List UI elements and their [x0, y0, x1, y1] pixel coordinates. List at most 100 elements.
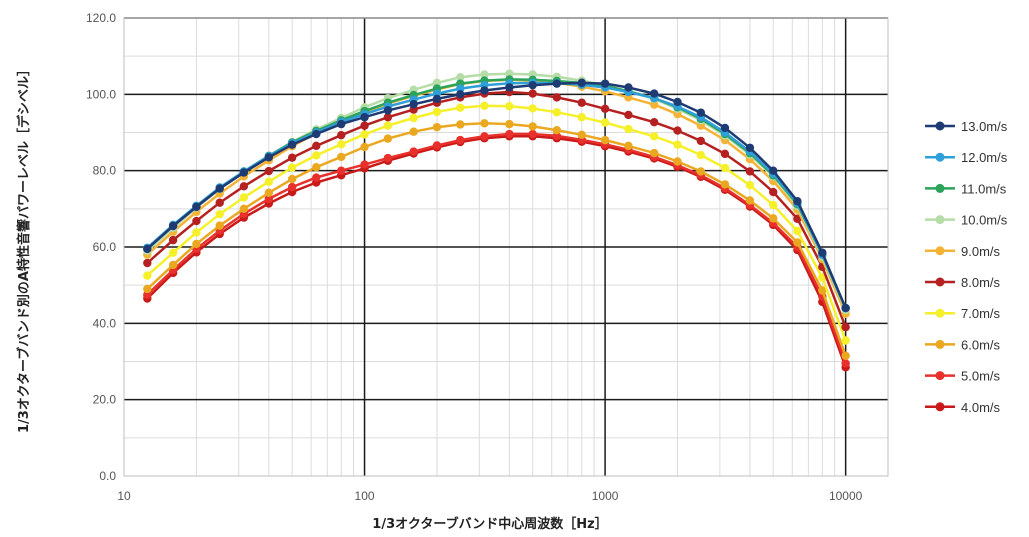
data-point: [143, 271, 152, 280]
data-point: [745, 143, 755, 152]
data-point: [409, 147, 418, 156]
data-point: [337, 119, 346, 129]
data-point: [287, 182, 297, 192]
x-tick-label: 100: [355, 489, 375, 503]
data-point: [841, 336, 850, 345]
data-point: [600, 118, 610, 127]
data-point: [215, 221, 224, 230]
series-13.0m/s: [143, 78, 850, 313]
data-point: [287, 163, 297, 172]
data-point: [480, 86, 489, 95]
data-point: [600, 135, 610, 145]
data-point: [287, 140, 297, 149]
data-point: [168, 248, 178, 257]
data-point: [841, 351, 850, 360]
data-point: [264, 177, 274, 186]
data-point: [528, 129, 537, 139]
legend-label: 6.0m/s: [961, 337, 1001, 352]
data-point: [528, 104, 537, 113]
legend-item: 6.0m/s: [925, 337, 1001, 352]
data-point: [143, 284, 152, 294]
data-point: [769, 200, 778, 210]
data-point: [264, 188, 274, 198]
data-point: [793, 226, 802, 236]
legend: 13.0m/s 12.0m/s 11.0m/s 10.0m/s 9.0m/s 8.0m/s…: [925, 119, 1008, 415]
data-point: [264, 194, 274, 204]
data-point: [649, 132, 659, 141]
data-point: [769, 187, 778, 197]
legend-item: 11.0m/s: [925, 181, 1007, 196]
data-point: [793, 214, 802, 223]
data-point: [673, 140, 682, 149]
data-point: [505, 129, 514, 139]
data-point: [312, 163, 321, 172]
data-point: [312, 141, 321, 151]
data-point: [215, 184, 224, 193]
data-point: [505, 119, 514, 129]
legend-marker: [935, 152, 945, 162]
data-point: [793, 197, 802, 206]
data-point: [409, 100, 418, 109]
data-point: [192, 239, 201, 249]
data-point: [649, 89, 659, 98]
legend-item: 8.0m/s: [925, 275, 1001, 290]
data-point: [505, 101, 514, 111]
data-point: [552, 93, 562, 102]
data-point: [480, 132, 489, 141]
data-point: [624, 110, 633, 120]
data-point: [696, 108, 706, 117]
series-5.0m/s: [143, 129, 850, 368]
data-point: [696, 136, 706, 146]
legend-label: 5.0m/s: [961, 369, 1001, 384]
data-point: [600, 79, 610, 88]
data-point: [192, 228, 201, 237]
series-line: [146, 122, 847, 357]
y-axis-ticks: 0.0 20.0 40.0 60.0 80.0 100.0 120.0: [86, 11, 116, 483]
data-point: [456, 90, 465, 99]
legend-item: 12.0m/s: [925, 150, 1008, 165]
data-point: [360, 113, 369, 122]
data-point: [505, 83, 514, 92]
y-tick-label: 80.0: [93, 164, 117, 178]
data-point: [409, 127, 418, 136]
data-point: [720, 149, 730, 159]
data-point: [456, 135, 465, 145]
data-point: [720, 163, 730, 173]
legend-item: 10.0m/s: [925, 213, 1008, 228]
data-point: [528, 80, 537, 90]
data-point: [192, 202, 201, 212]
x-tick-label: 10000: [829, 489, 863, 503]
legend-item: 7.0m/s: [925, 306, 1001, 321]
data-point: [383, 134, 393, 143]
legend-label: 11.0m/s: [961, 181, 1007, 196]
data-point: [312, 151, 321, 160]
data-point: [432, 141, 442, 150]
legend-item: 5.0m/s: [925, 369, 1001, 384]
data-point: [239, 182, 249, 191]
data-point: [818, 248, 827, 257]
data-point: [769, 214, 778, 223]
data-point: [480, 101, 489, 110]
series-line: [146, 104, 847, 341]
data-point: [168, 235, 178, 245]
data-point: [456, 72, 465, 82]
x-axis-title: 1/3オクターブバンド中心周波数［Hz］: [372, 516, 607, 532]
legend-item: 9.0m/s: [925, 244, 1001, 259]
y-tick-label: 40.0: [93, 316, 117, 330]
series-6.0m/s: [143, 119, 850, 360]
data-point: [383, 121, 393, 130]
y-tick-label: 100.0: [86, 87, 116, 101]
data-point: [312, 173, 321, 182]
legend-label: 4.0m/s: [961, 400, 1001, 415]
data-point: [577, 130, 586, 139]
data-point: [745, 196, 755, 205]
data-point: [383, 153, 393, 163]
data-point: [793, 238, 802, 247]
data-point: [600, 104, 610, 114]
data-point: [432, 94, 442, 104]
data-point: [577, 98, 586, 107]
data-point: [552, 108, 562, 117]
legend-label: 9.0m/s: [961, 244, 1001, 259]
data-point: [456, 103, 465, 112]
legend-label: 8.0m/s: [961, 275, 1001, 290]
